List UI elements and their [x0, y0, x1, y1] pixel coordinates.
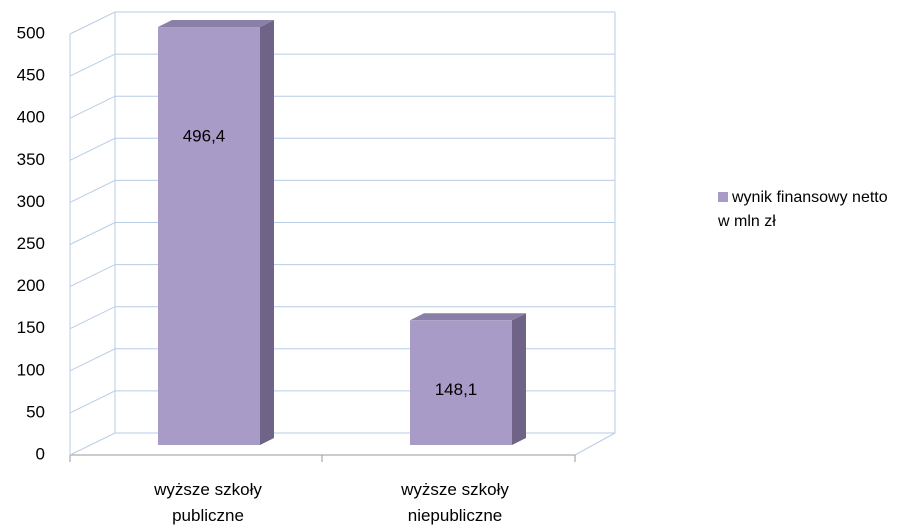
- y-tick-label: 400: [17, 108, 45, 127]
- grid-line: [69, 179, 615, 203]
- grid-line: [69, 11, 615, 35]
- y-tick-label: 0: [36, 444, 45, 463]
- grid-line: [69, 222, 615, 245]
- grid-line: [69, 432, 615, 456]
- bar-top: [158, 20, 274, 28]
- bar: [410, 320, 512, 445]
- grid-line: [69, 390, 615, 414]
- y-tick-label: 500: [17, 23, 45, 42]
- grid-line: [69, 95, 615, 119]
- y-tick-label: 100: [17, 360, 45, 379]
- y-tick-label: 300: [17, 192, 45, 211]
- x-tick-label: wyższe szkoły niepubliczne: [401, 480, 509, 525]
- bar-top: [410, 313, 526, 321]
- data-label: 496,4: [183, 127, 226, 146]
- grid-line: [69, 306, 615, 330]
- frame: [69, 12, 616, 462]
- grid-line: [69, 264, 615, 288]
- x-tick-label: wyższe szkoły publiczne: [154, 480, 262, 525]
- legend: wynik finansowy netto w mln zł: [718, 186, 898, 234]
- y-tick-label: 50: [26, 402, 45, 421]
- y-tick-label: 200: [17, 276, 45, 295]
- data-label: 148,1: [435, 380, 478, 399]
- y-tick-label: 450: [17, 66, 45, 85]
- bar: [158, 27, 260, 446]
- y-tick-label: 350: [17, 150, 45, 169]
- bar-side: [260, 20, 274, 446]
- y-tick-label: 150: [17, 318, 45, 337]
- bar-side: [512, 313, 526, 445]
- grid-line: [69, 53, 615, 77]
- grid-line: [69, 137, 615, 161]
- grid-line: [69, 348, 615, 372]
- legend-swatch: [718, 192, 728, 202]
- y-tick-label: 250: [17, 234, 45, 253]
- legend-label: wynik finansowy netto w mln zł: [718, 189, 888, 230]
